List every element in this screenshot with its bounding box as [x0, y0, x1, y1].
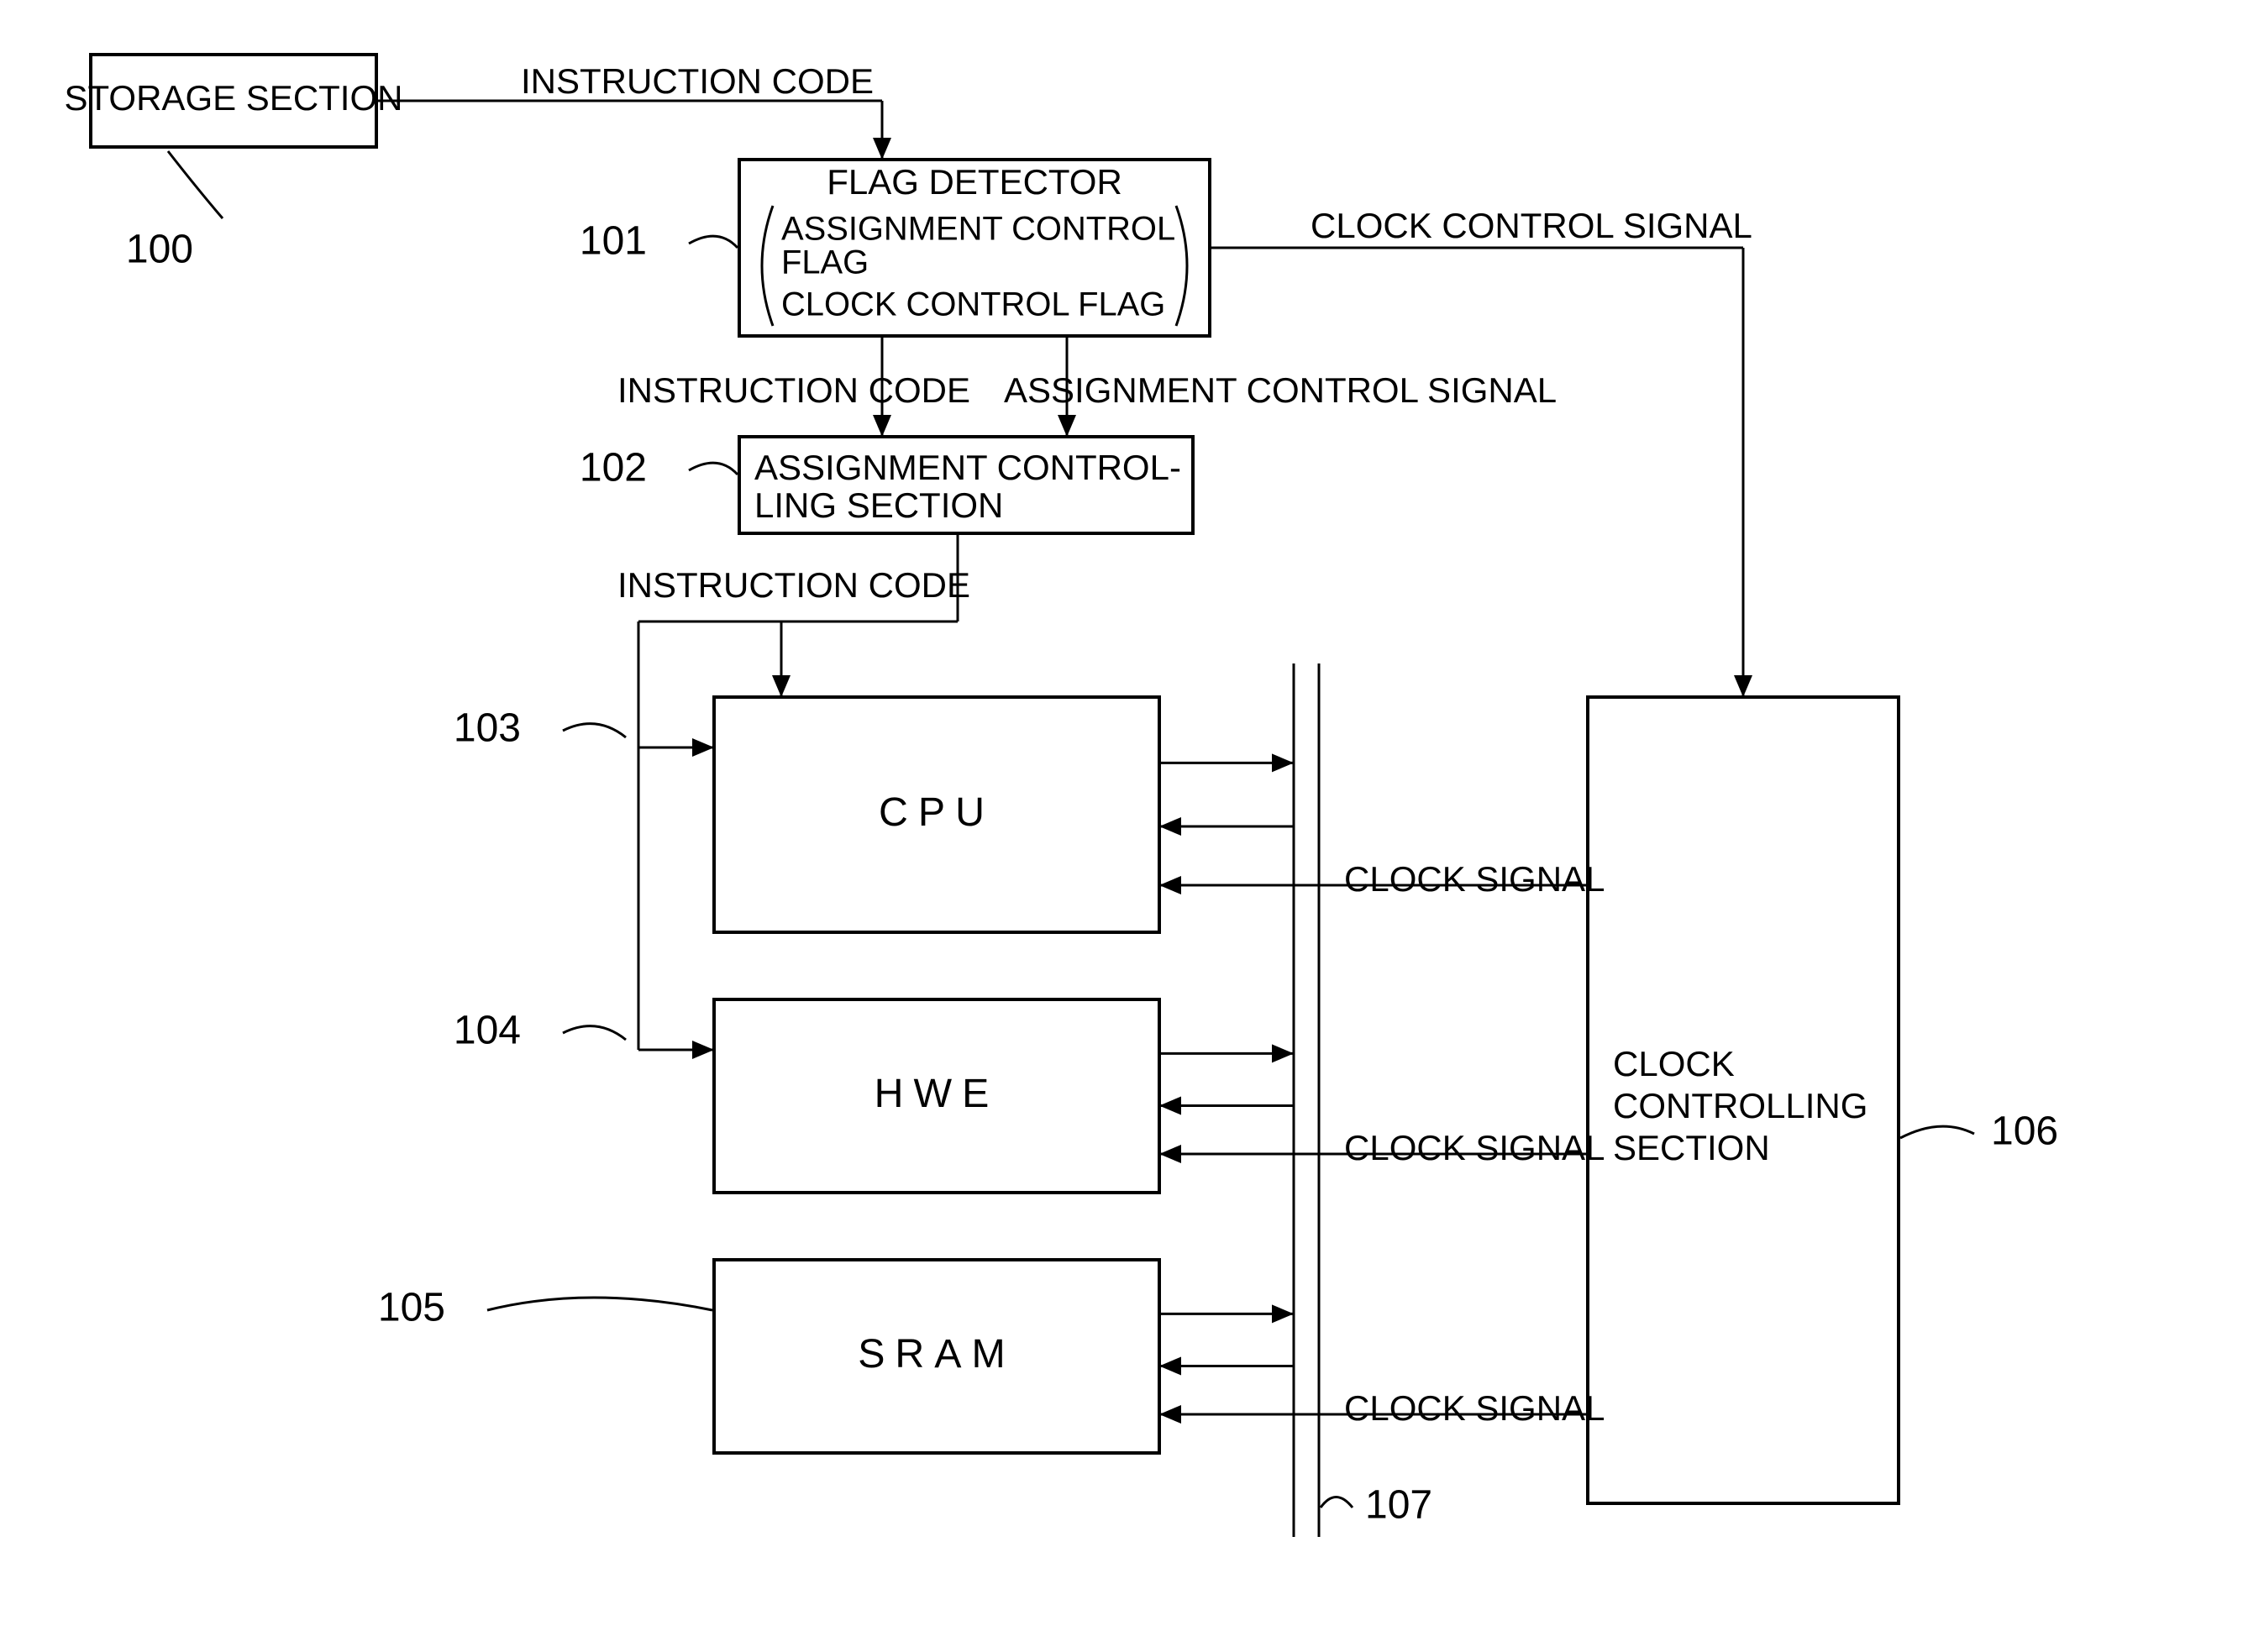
- ref-107: 107: [1365, 1483, 1432, 1528]
- flag-line1a: ASSIGNMENT CONTROL: [781, 211, 1175, 248]
- label-clock-control: CLOCK CONTROL SIGNAL: [1311, 206, 1752, 245]
- label-clk_hwe: CLOCK SIGNAL: [1344, 1128, 1605, 1167]
- label-clk_sram: CLOCK SIGNAL: [1344, 1388, 1605, 1428]
- sram-label: SRAM: [858, 1331, 1016, 1377]
- hwe-label: HWE: [875, 1071, 1000, 1116]
- label-assign-signal: ASSIGNMENT CONTROL SIGNAL: [1004, 370, 1557, 410]
- ref-106: 106: [1991, 1109, 2058, 1154]
- storage-section-label: STORAGE SECTION: [65, 78, 403, 118]
- ref-103: 103: [454, 706, 521, 751]
- ref-101: 101: [580, 219, 647, 264]
- flag-line1b: FLAG: [781, 244, 869, 281]
- assign-line2: LING SECTION: [754, 485, 1003, 525]
- clock-line3: SECTION: [1613, 1128, 1770, 1167]
- ref-102: 102: [580, 446, 647, 490]
- ref-104: 104: [454, 1009, 521, 1053]
- label-instr-mid: INSTRUCTION CODE: [617, 370, 970, 410]
- label-clk_cpu: CLOCK SIGNAL: [1344, 859, 1605, 899]
- label-instr-top: INSTRUCTION CODE: [521, 61, 874, 101]
- flag-detector-title: FLAG DETECTOR: [827, 162, 1122, 202]
- ref-100: 100: [126, 228, 193, 272]
- ref-105: 105: [378, 1286, 445, 1330]
- clock-line2: CONTROLLING: [1613, 1086, 1867, 1125]
- label-instr-bot: INSTRUCTION CODE: [617, 565, 970, 605]
- assign-line1: ASSIGNMENT CONTROL-: [754, 448, 1181, 487]
- flag-line2: CLOCK CONTROL FLAG: [781, 286, 1165, 323]
- cpu-label: CPU: [879, 789, 995, 835]
- clock-line1: CLOCK: [1613, 1044, 1735, 1083]
